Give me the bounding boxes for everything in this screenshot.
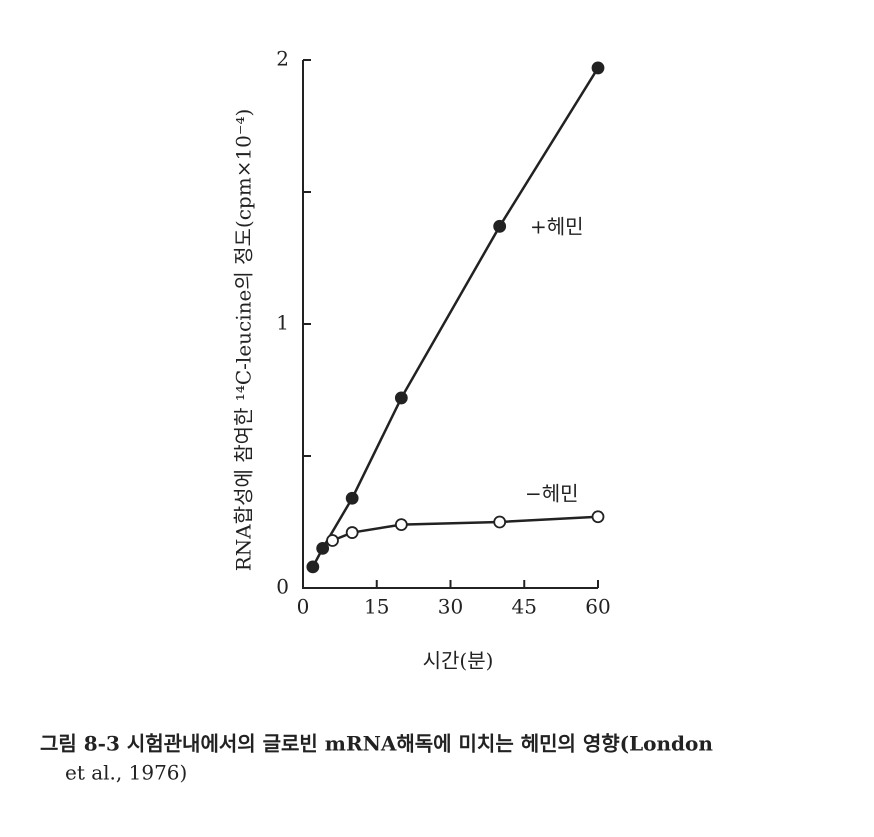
caption: et al., 1976)	[65, 761, 187, 785]
y-tick-label: 0	[276, 575, 289, 599]
series-label: +헤민	[530, 215, 584, 239]
x-axis-label: 시간(분)	[423, 649, 494, 673]
x-tick-label: 30	[438, 595, 463, 619]
data-point	[591, 510, 605, 524]
data-point	[306, 560, 320, 574]
series-label: −헤민	[525, 482, 579, 506]
x-tick-label: 60	[585, 595, 610, 619]
x-tick-label: 45	[512, 595, 537, 619]
x-tick-label: 15	[364, 595, 389, 619]
y-axis-label: RNA합성에 참여한 ¹⁴C-leucine의 정도(cpm×10⁻⁴)	[232, 109, 256, 572]
y-tick-label: 2	[276, 47, 289, 71]
data-point	[316, 542, 330, 555]
y-tick-label: 1	[276, 311, 289, 335]
data-point	[345, 526, 359, 539]
data-point	[591, 61, 605, 75]
series-line	[332, 515, 599, 542]
data-point	[326, 534, 339, 547]
caption: 그림 8-3 시험관내에서의 글로빈 mRNA해독에 미치는 헤민의 영향(Lo…	[40, 732, 713, 756]
data-point	[493, 515, 507, 529]
data-point	[394, 391, 408, 405]
x-tick-label: 0	[297, 595, 310, 619]
data-point	[493, 219, 507, 233]
data-point	[345, 491, 359, 505]
data-point	[394, 518, 408, 532]
